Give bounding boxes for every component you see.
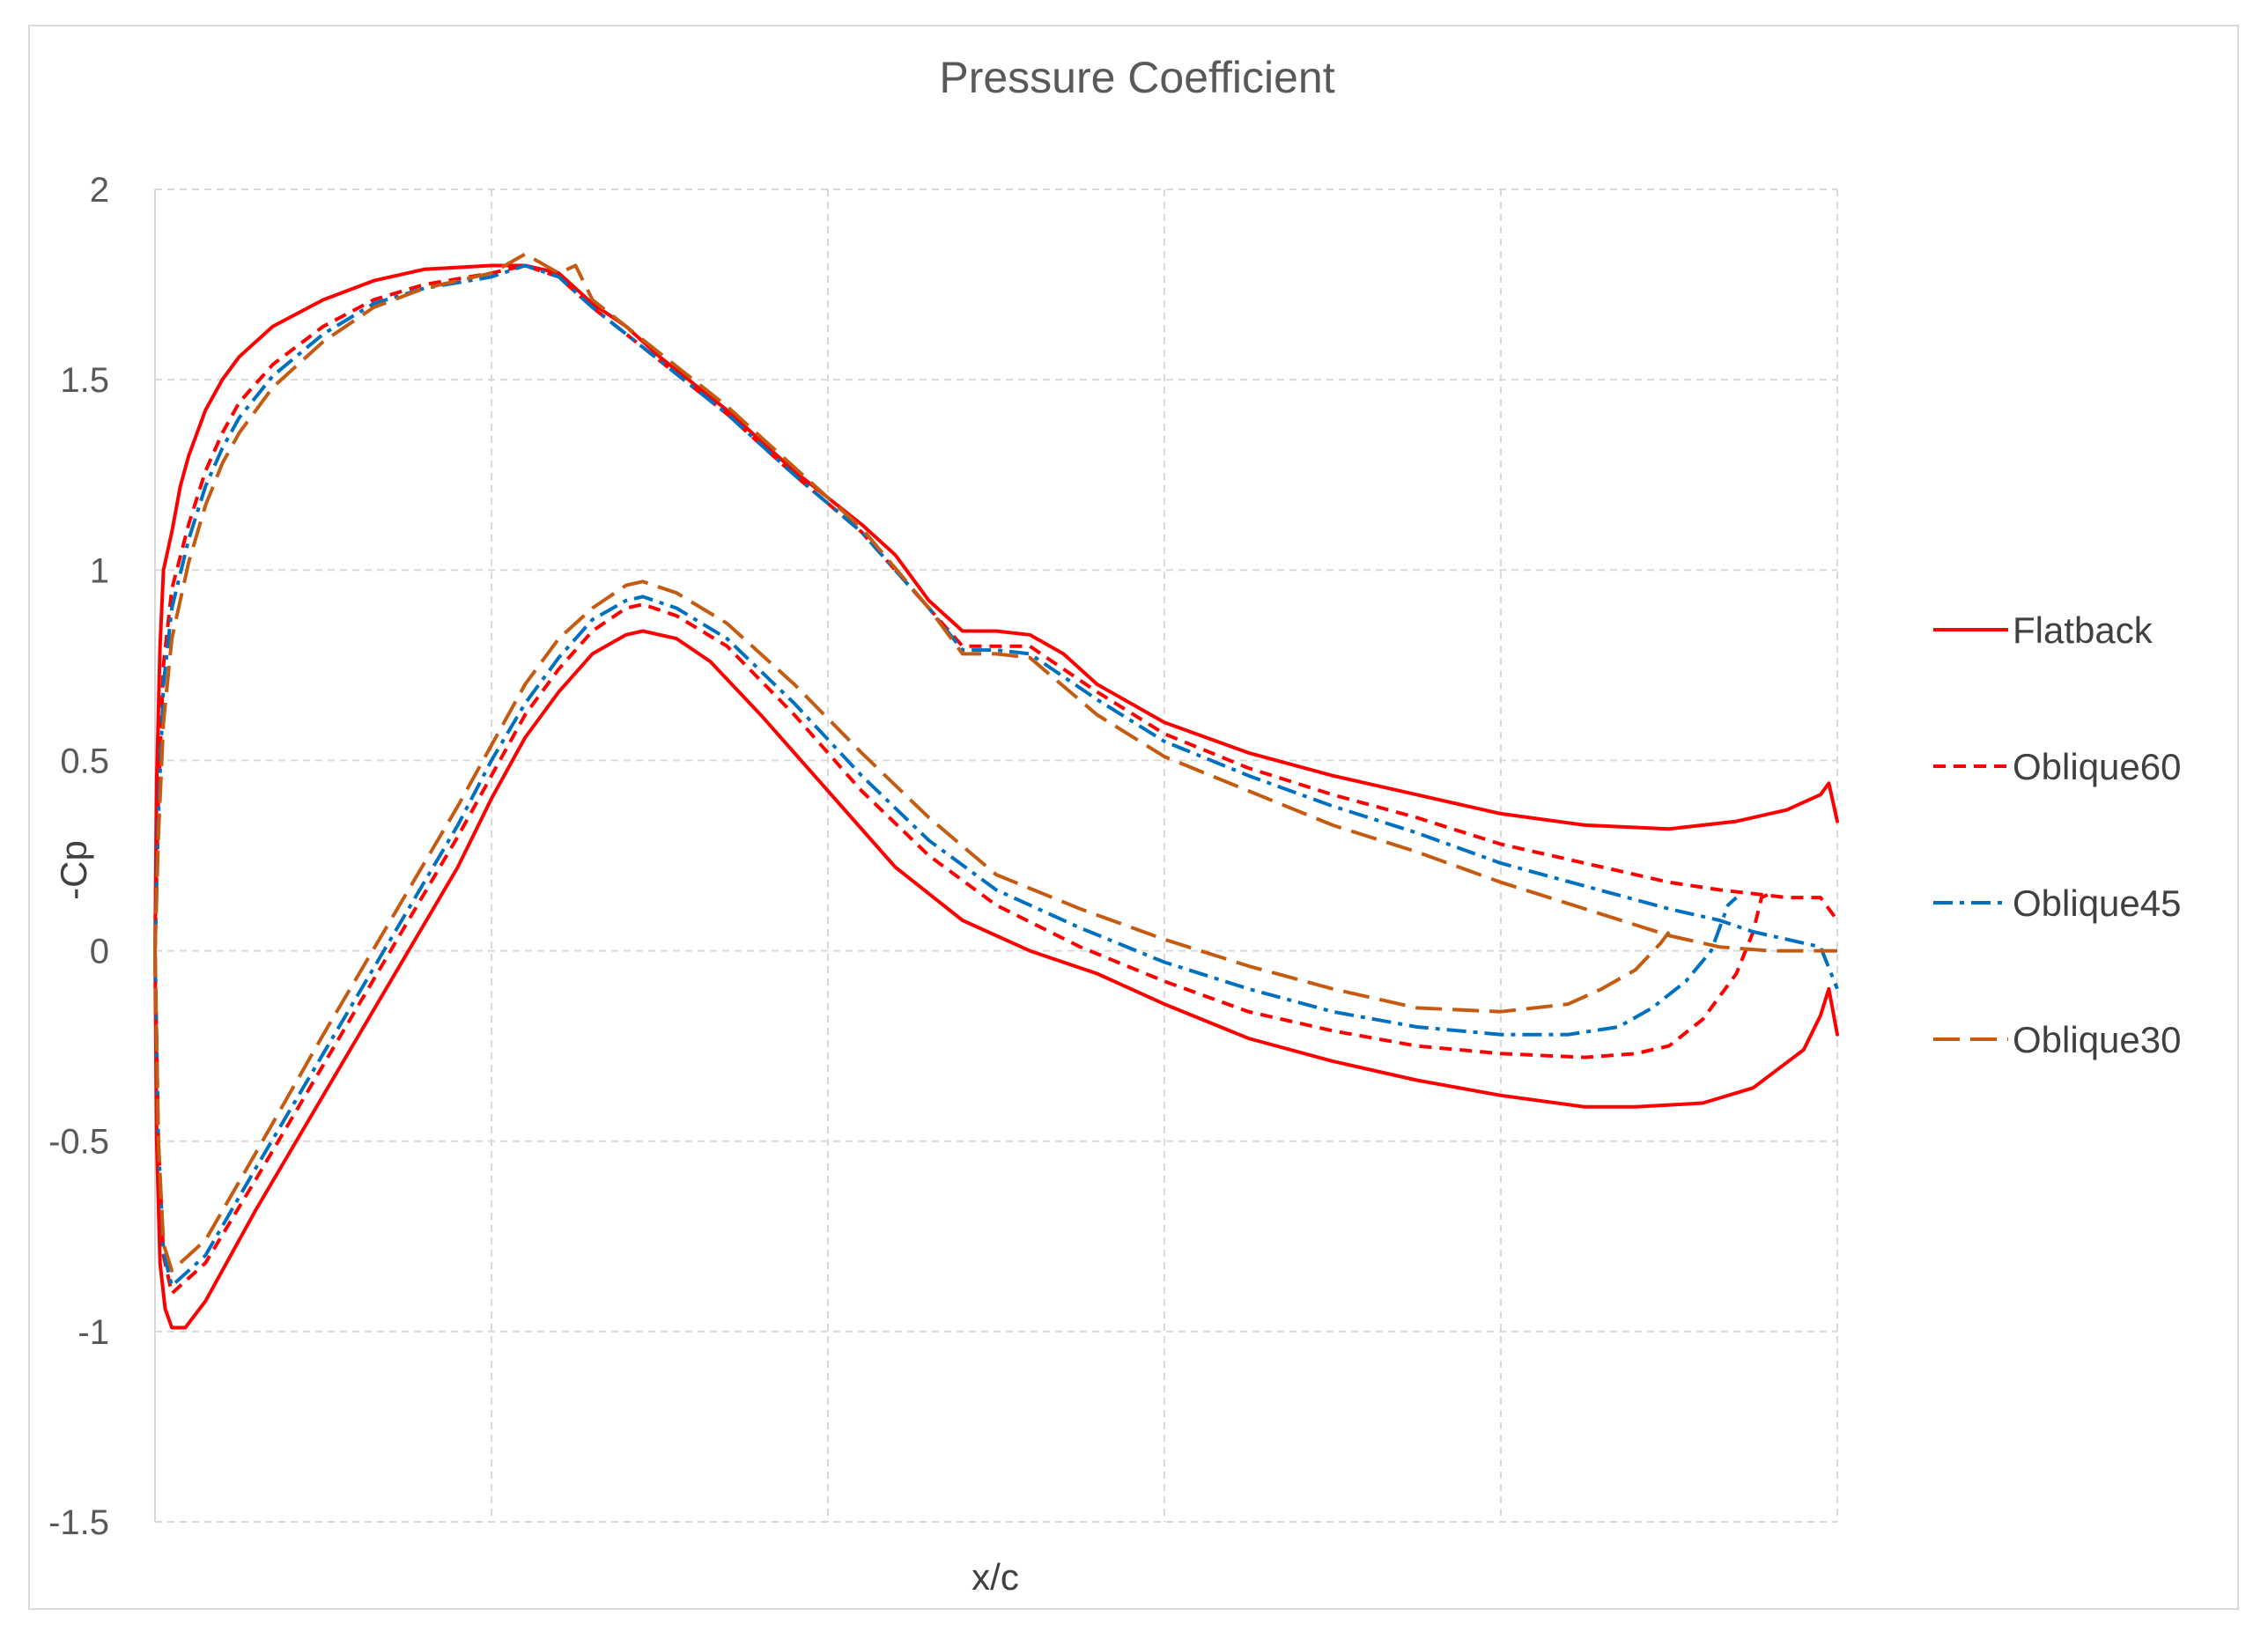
series-line-oblique30-lower — [153, 580, 1671, 1273]
series-flatback — [153, 263, 1839, 1330]
y-tick-label: 2 — [90, 171, 109, 210]
series-lines — [153, 252, 1839, 1330]
legend-label-flatback: Flatback — [2013, 609, 2153, 651]
grid-lines — [154, 188, 1838, 1523]
series-line-oblique30-upper — [153, 252, 1837, 953]
series-line-oblique45-lower — [153, 594, 1738, 1288]
legend-label-oblique30: Oblique30 — [2013, 1019, 2181, 1060]
series-line-flatback-upper — [153, 263, 1839, 953]
legend-label-oblique60: Oblique60 — [2013, 746, 2181, 787]
legend: Flatback Oblique60 Oblique45 Oblique30 — [1933, 609, 2181, 1060]
series-oblique60 — [153, 263, 1839, 1296]
y-axis-ticks: 2 1.5 1 0.5 0 -0.5 -1 -1.5 — [48, 171, 109, 1542]
x-axis-label: x/c — [971, 1556, 1019, 1598]
y-tick-label: -0.5 — [48, 1123, 109, 1162]
y-tick-label: 1.5 — [60, 361, 109, 400]
series-line-flatback-lower — [153, 629, 1839, 1330]
series-line-oblique45-upper — [153, 263, 1839, 990]
chart-frame — [28, 25, 2239, 1610]
y-tick-label: 1 — [90, 551, 109, 590]
y-tick-label: 0.5 — [60, 742, 109, 780]
series-oblique45 — [153, 263, 1839, 1288]
y-tick-label: -1 — [78, 1313, 109, 1352]
series-line-oblique60-upper — [153, 263, 1839, 951]
chart-title: Pressure Coefficient — [939, 53, 1334, 102]
series-line-oblique60-lower — [153, 602, 1771, 1296]
y-axis-label: -Cp — [53, 840, 94, 900]
series-oblique30 — [153, 252, 1837, 1273]
y-tick-label: -1.5 — [48, 1503, 109, 1542]
legend-label-oblique45: Oblique45 — [2013, 882, 2181, 924]
y-tick-label: 0 — [90, 933, 109, 971]
